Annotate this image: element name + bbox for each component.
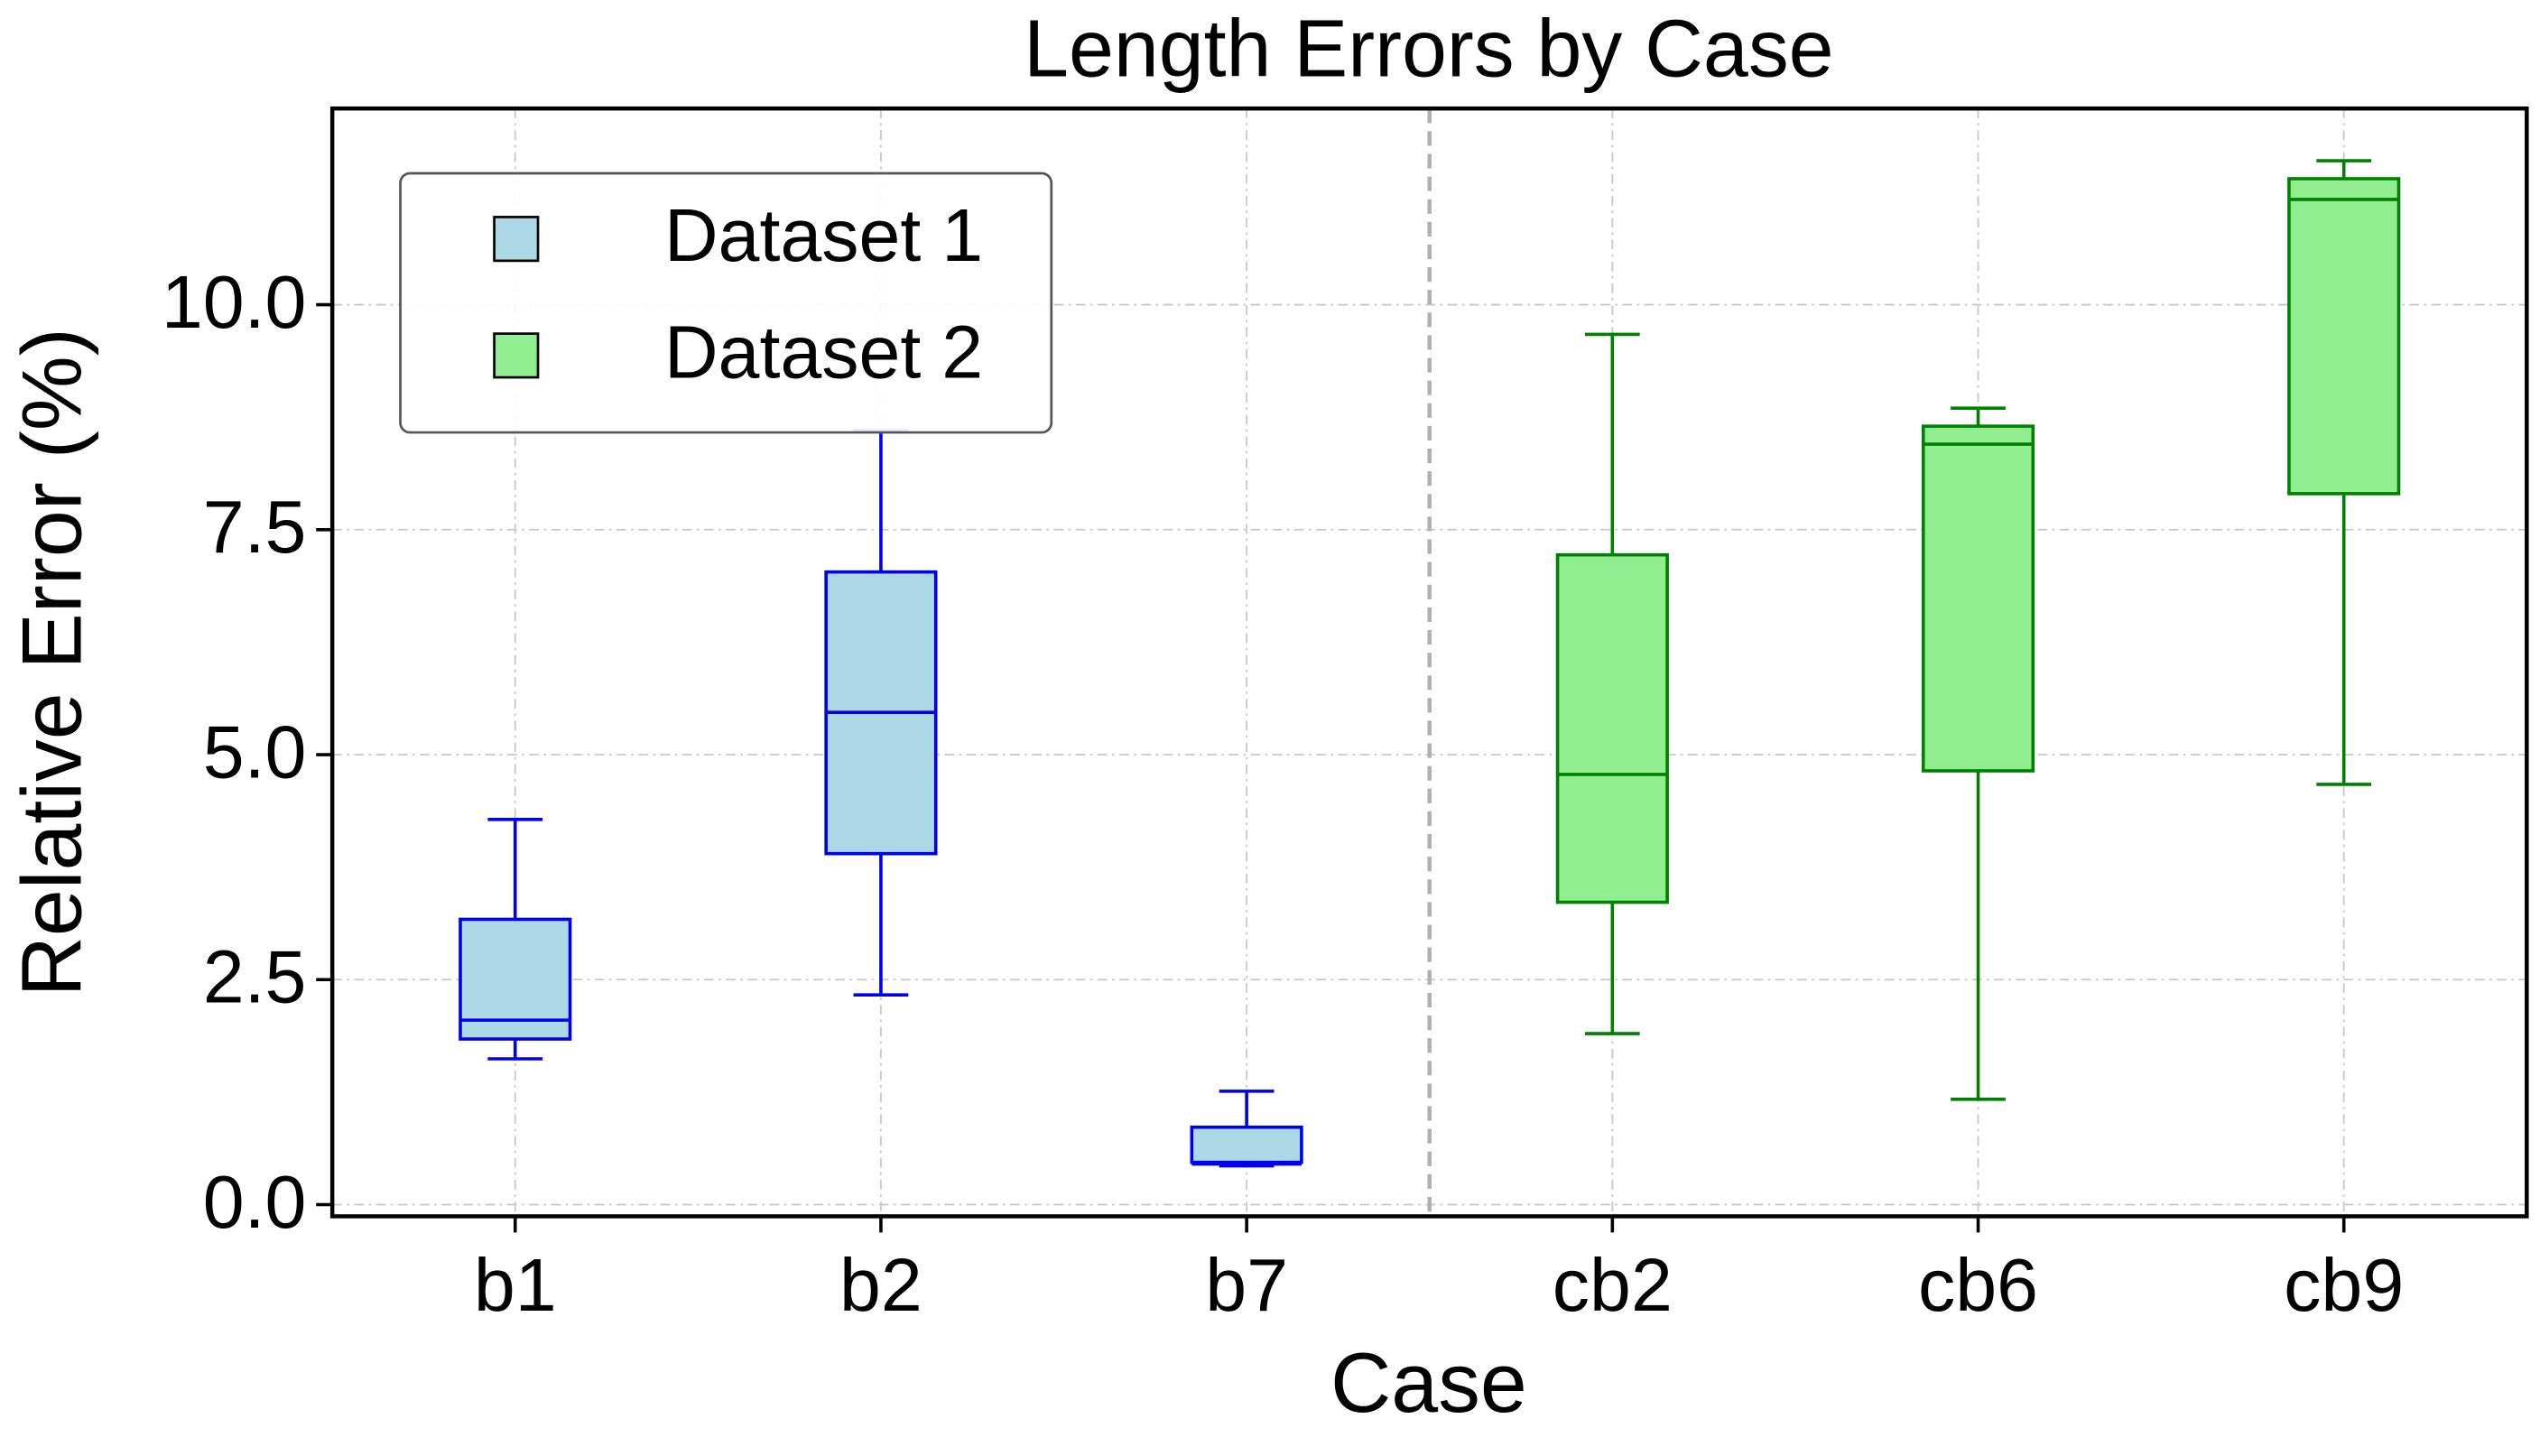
y-tick-label: 0.0 [203,1161,307,1244]
x-tick-label: b1 [474,1244,557,1327]
legend-box [399,172,1053,434]
x-tick-label: cb9 [2284,1244,2404,1327]
box [1921,424,2035,773]
y-tick-label: 10.0 [162,261,307,344]
legend-label: Dataset 2 [664,311,983,394]
box [1555,552,1669,904]
y-tick-label: 5.0 [203,710,307,793]
legend-label: Dataset 1 [664,194,983,277]
x-tick-label: b7 [1205,1244,1288,1327]
y-tick-label: 7.5 [203,486,307,569]
x-tick-label: cb6 [1918,1244,2038,1327]
box [1190,1125,1303,1164]
box [2287,177,2401,496]
x-tick-label: cb2 [1553,1244,1673,1327]
x-tick-label: b2 [839,1244,922,1327]
chart-title: Length Errors by Case [1024,5,1833,95]
x-axis-label: Case [1330,1336,1527,1430]
legend-swatch [493,332,540,379]
y-axis-label: Relative Error (%) [5,328,99,997]
legend-swatch [493,216,540,263]
plot-frame [329,106,2529,1219]
y-tick-label: 2.5 [203,936,307,1019]
